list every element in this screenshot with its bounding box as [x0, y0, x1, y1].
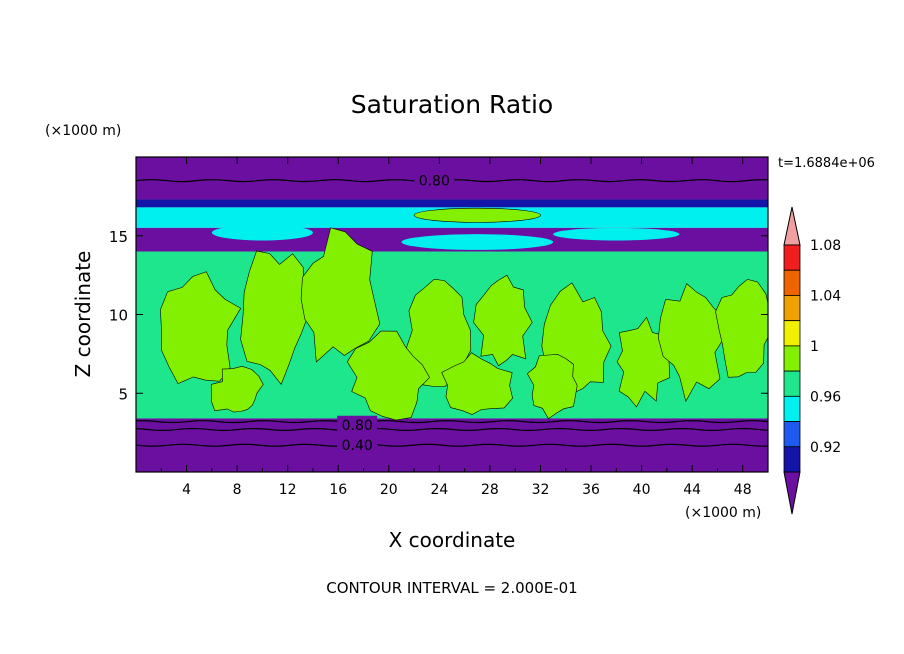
supersaturated-patch-9 — [346, 330, 430, 421]
cyan-patch-2 — [553, 227, 680, 241]
x-tick-label-8: 36 — [582, 482, 600, 498]
colorbar-top-arrow — [783, 206, 801, 246]
colorbar-label-4: 1.08 — [810, 238, 841, 254]
contour-line-2 — [136, 427, 768, 432]
colorbar-swatch-2 — [783, 295, 801, 322]
colorbar-swatch-4 — [783, 345, 801, 372]
x-tick-label-3: 16 — [329, 482, 347, 498]
y-unit-label: (×1000 m) — [45, 123, 121, 139]
supersaturated-patch-11 — [210, 365, 264, 413]
supersaturated-patch-4 — [473, 274, 533, 367]
x-tick-label-11: 48 — [734, 482, 752, 498]
time-label: t=1.6884e+06 — [778, 156, 875, 171]
chart-title: Saturation Ratio — [351, 90, 553, 119]
contour-line-3 — [136, 443, 768, 447]
x-axis-label: X coordinate — [389, 528, 516, 552]
supersaturated-patch-1 — [240, 250, 309, 385]
y-axis-label: Z coordinate — [71, 251, 95, 378]
x-tick-label-0: 4 — [182, 482, 191, 498]
colorbar-swatch-1 — [783, 269, 801, 296]
x-tick-label-10: 44 — [683, 482, 701, 498]
colorbar-label-2: 1 — [810, 339, 819, 355]
y-tick-label-1: 10 — [109, 307, 128, 325]
contour-label-bg-0 — [414, 171, 455, 188]
x-tick-label-5: 24 — [430, 482, 448, 498]
contour-interval-footer: CONTOUR INTERVAL = 2.000E-01 — [326, 579, 577, 597]
x-tick-label-1: 8 — [233, 482, 242, 498]
colorbar-swatch-3 — [783, 320, 801, 347]
x-tick-label-6: 28 — [481, 482, 499, 498]
colorbar-label-0: 0.92 — [810, 440, 841, 456]
colorbar-bottom-arrow — [783, 471, 801, 515]
colorbar-swatch-5 — [783, 370, 801, 397]
y-tick-label-0: 5 — [118, 385, 128, 403]
supersaturated-patch-6 — [616, 316, 671, 408]
y-axis-ticks: 5 10 15 — [109, 228, 768, 403]
contour-label-bg-2 — [337, 436, 378, 453]
colorbar-swatch-7 — [783, 421, 801, 448]
colorbar-label-1: 0.96 — [810, 389, 841, 405]
x-tick-label-7: 32 — [532, 482, 550, 498]
colorbar-swatch-6 — [783, 395, 801, 422]
colorbar-label-3: 1.04 — [810, 288, 841, 304]
supersaturated-patch-7 — [657, 283, 725, 403]
supersaturated-patch-8 — [715, 278, 768, 378]
contour-line-1 — [136, 420, 768, 424]
supersaturated-patch-2 — [300, 227, 381, 363]
x-unit-label: (×1000 m) — [685, 505, 761, 521]
contour-label-bg-1 — [337, 415, 378, 432]
colorbar: 0.92 0.96 1 1.04 1.08 — [783, 206, 841, 515]
x-tick-label-4: 20 — [380, 482, 398, 498]
heatmap-field — [136, 157, 768, 472]
contour-label-1: 0.80 — [342, 418, 373, 434]
supersaturated-patch-12 — [441, 352, 513, 415]
contour-label-0: 0.80 — [419, 174, 450, 190]
upper-green-patch — [413, 207, 541, 223]
cyan-patch-0 — [211, 224, 313, 241]
contour-label-2: 0.40 — [342, 438, 373, 454]
colorbar-swatch-0 — [783, 244, 801, 271]
x-tick-label-2: 12 — [279, 482, 297, 498]
supersaturated-patch-10 — [526, 353, 578, 420]
colorbar-swatch-8 — [783, 446, 801, 473]
cyan-patch-1 — [401, 234, 554, 250]
field-layer-1 — [136, 199, 768, 208]
contour-lines: 0.80 0.80 0.40 — [136, 171, 768, 454]
x-tick-label-9: 40 — [633, 482, 651, 498]
supersaturated-patch-0 — [160, 271, 242, 384]
x-axis-ticks: 4 8 12 16 20 24 28 32 36 40 44 48 — [160, 157, 752, 498]
y-tick-label-2: 15 — [109, 228, 128, 246]
